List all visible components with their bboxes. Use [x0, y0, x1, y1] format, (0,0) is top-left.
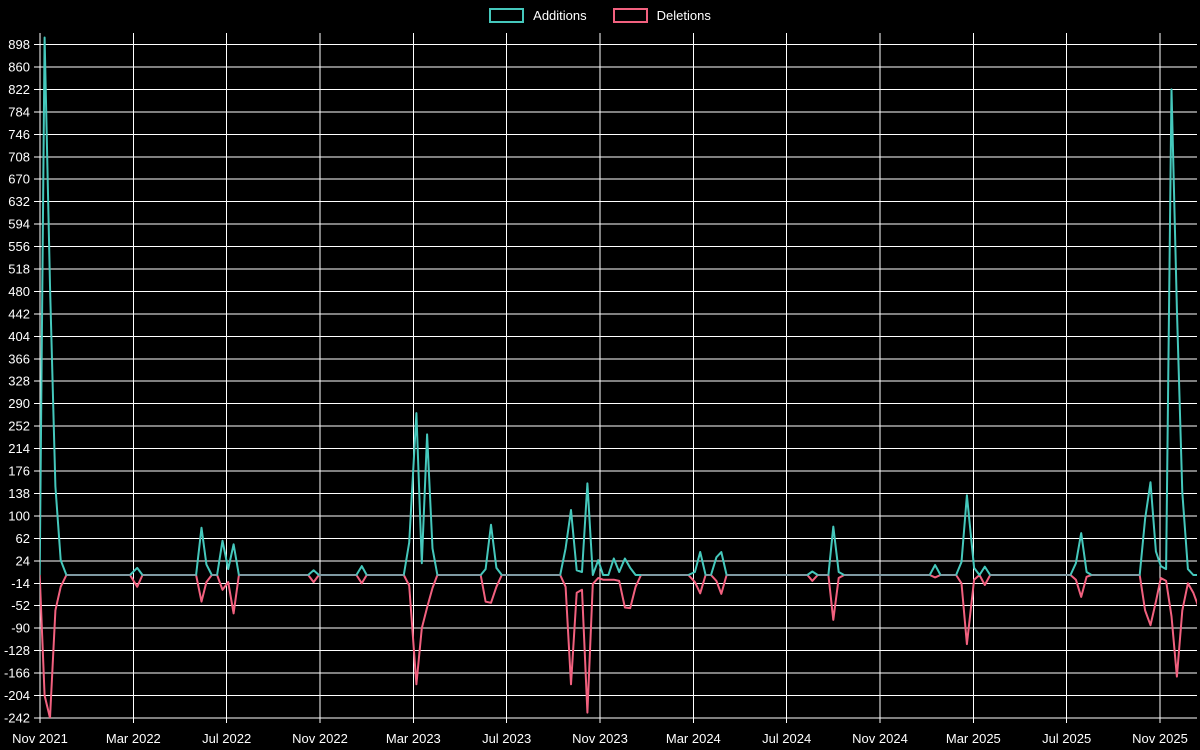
svg-text:-242: -242: [4, 710, 30, 725]
svg-text:556: 556: [8, 239, 30, 254]
svg-text:708: 708: [8, 149, 30, 164]
svg-text:Nov 2024: Nov 2024: [852, 731, 908, 746]
x-axis-labels: Nov 2021 Mar 2022 Jul 2022 Nov 2022 Mar 2023…: [12, 731, 1188, 746]
svg-text:784: 784: [8, 104, 30, 119]
svg-text:442: 442: [8, 306, 30, 321]
svg-text:Nov 2021: Nov 2021: [12, 731, 68, 746]
svg-text:Jul 2024: Jul 2024: [762, 731, 811, 746]
svg-text:822: 822: [8, 82, 30, 97]
svg-text:100: 100: [8, 508, 30, 523]
svg-text:Nov 2025: Nov 2025: [1132, 731, 1188, 746]
svg-text:290: 290: [8, 396, 30, 411]
svg-text:176: 176: [8, 464, 30, 479]
svg-text:-204: -204: [4, 688, 30, 703]
x-gridlines: [39, 33, 1161, 723]
additions-line: [40, 36, 1197, 576]
svg-text:632: 632: [8, 194, 30, 209]
svg-text:62: 62: [16, 531, 30, 546]
svg-text:-128: -128: [4, 643, 30, 658]
y-gridlines: [34, 44, 1197, 719]
svg-text:518: 518: [8, 262, 30, 277]
svg-text:404: 404: [8, 329, 30, 344]
svg-text:-166: -166: [4, 666, 30, 681]
svg-text:Mar 2024: Mar 2024: [666, 731, 721, 746]
svg-text:138: 138: [8, 486, 30, 501]
svg-text:Jul 2025: Jul 2025: [1042, 731, 1091, 746]
svg-text:898: 898: [8, 37, 30, 52]
svg-text:670: 670: [8, 172, 30, 187]
svg-text:Nov 2022: Nov 2022: [292, 731, 348, 746]
svg-text:-90: -90: [11, 621, 30, 636]
svg-text:480: 480: [8, 284, 30, 299]
svg-text:Jul 2023: Jul 2023: [482, 731, 531, 746]
svg-text:252: 252: [8, 419, 30, 434]
legend-item-additions[interactable]: Additions: [489, 8, 587, 23]
svg-text:Jul 2022: Jul 2022: [202, 731, 251, 746]
svg-text:594: 594: [8, 217, 30, 232]
legend-item-deletions[interactable]: Deletions: [612, 8, 711, 23]
svg-text:746: 746: [8, 127, 30, 142]
svg-text:366: 366: [8, 351, 30, 366]
svg-text:Nov 2023: Nov 2023: [572, 731, 628, 746]
svg-text:Mar 2025: Mar 2025: [946, 731, 1001, 746]
additions-swatch-icon: [489, 8, 525, 23]
y-axis-labels: 898 860 822 784 746 708 670 632 594 556 518 480 442 4…: [4, 37, 30, 725]
svg-text:-14: -14: [11, 576, 30, 591]
legend-label-additions: Additions: [533, 8, 587, 23]
chart-legend: Additions Deletions: [0, 8, 1200, 23]
svg-text:328: 328: [8, 374, 30, 389]
svg-text:860: 860: [8, 59, 30, 74]
svg-text:214: 214: [8, 441, 30, 456]
deletions-swatch-icon: [612, 8, 648, 23]
svg-text:Mar 2023: Mar 2023: [386, 731, 441, 746]
deletions-line: [40, 574, 1197, 718]
svg-text:-52: -52: [11, 598, 30, 613]
svg-text:Mar 2022: Mar 2022: [106, 731, 161, 746]
legend-label-deletions: Deletions: [656, 8, 711, 23]
svg-text:24: 24: [16, 553, 30, 568]
